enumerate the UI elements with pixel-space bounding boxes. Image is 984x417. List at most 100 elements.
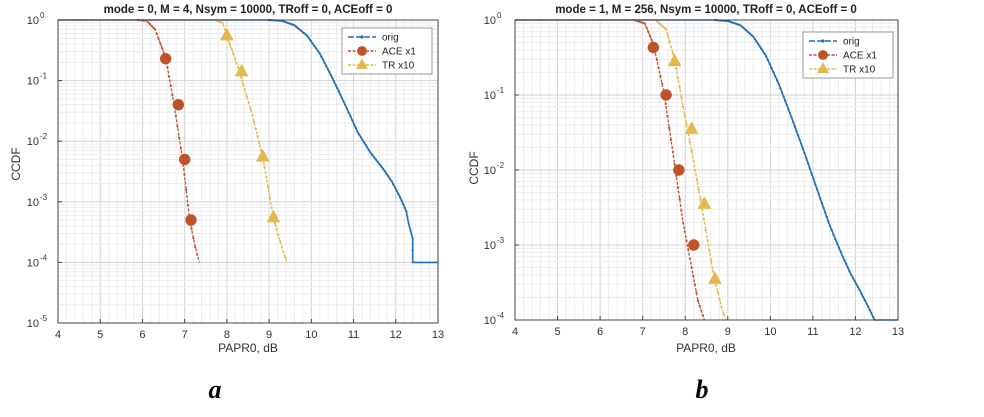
panel-a-series-tr-x10-point <box>232 52 235 55</box>
y-tick-label: 10 <box>484 165 496 177</box>
panel-a-series-tr-x10-point <box>233 57 236 60</box>
panel-b-series-orig-point <box>753 37 757 41</box>
panel-a-series-tr-x10-point <box>265 176 268 179</box>
panel-a-series-orig-point <box>334 83 337 86</box>
panel-b-series-ace-x1-marker <box>688 239 700 251</box>
panel-b-series-tr-x10-point <box>694 169 697 172</box>
panel-a-series-orig-point <box>359 136 363 139</box>
panel-b-series-ace-x1-point <box>696 299 700 302</box>
panel-a-series-orig-point <box>318 52 321 55</box>
panel-a-series-orig-point <box>371 153 374 156</box>
panel-a-series-orig-point <box>302 32 306 35</box>
panel-b-series-orig-point <box>834 237 837 241</box>
panel-a-series-tr-x10-point <box>247 101 250 104</box>
panel-a-series-ace-x1-point <box>179 147 182 150</box>
panel-b-series-orig-point <box>850 273 853 276</box>
panel-a-series-orig-point <box>354 127 358 130</box>
panel-a-series-orig-point <box>287 22 291 25</box>
panel-a-series-orig-point <box>329 73 332 77</box>
panel-b-series-orig-point <box>795 129 798 132</box>
panel-a-series-orig-point <box>349 115 352 118</box>
panel-b-series-orig-point <box>828 224 832 227</box>
panel-a-legend-orig-marker <box>360 35 364 39</box>
panel-a-series-orig-point <box>395 189 398 192</box>
panel-b-series-orig-point <box>790 116 793 119</box>
panel-b-series-tr-x10-point <box>683 114 686 117</box>
panel-a-series-tr-x10-marker <box>234 63 249 77</box>
y-tick-exponent: 0 <box>497 11 502 20</box>
panel-a-series-orig-point <box>321 58 325 61</box>
panel-a-series-orig-point <box>313 44 316 47</box>
panel-b-series-tr-x10-point <box>678 86 681 89</box>
panel-b-series-ace-x1-point <box>688 257 692 260</box>
panel-a-series-orig-point <box>385 172 388 175</box>
panel-a-series-orig-point <box>369 151 372 154</box>
panel-a-series-tr-x10-point <box>258 141 261 145</box>
y-tick-label: 10 <box>484 240 496 252</box>
panel-b-series-tr-x10-point <box>666 34 669 37</box>
x-tick-label: 10 <box>764 326 776 338</box>
panel-a-x-ticks: 4 5 6 7 8 9 10 11 12 13 <box>55 319 444 341</box>
panel-a-series-orig-point <box>315 47 318 50</box>
panel-a-series-ace-x1-point <box>196 253 199 256</box>
panel-b-series-orig-point <box>785 103 788 107</box>
panel-a-series-orig-point <box>393 186 397 189</box>
panel-a-series-tr-x10-point <box>221 21 224 24</box>
panel-b-series-orig-point <box>816 188 819 191</box>
panel-a-series-ace-x1-point <box>185 188 188 191</box>
panel-a-series-orig-point <box>364 143 367 147</box>
panel-a-series-orig-point <box>345 107 349 110</box>
panel-a-series-ace-x1-point <box>174 114 177 117</box>
panel-b-series-tr-x10-marker <box>697 196 712 209</box>
panel-b-series-orig-point <box>805 156 808 160</box>
panel-b-series-tr-x10-point <box>688 140 692 144</box>
panel-b-series-orig-point <box>814 183 817 186</box>
panel-a-y-axis-label: CCDF <box>9 147 23 180</box>
panel-b-series-orig-point <box>760 47 763 50</box>
panel-a-series-orig-point <box>304 33 307 36</box>
panel-b-series-orig-point <box>796 134 800 137</box>
panel-b-series-orig-point <box>817 192 820 196</box>
panel-b-series-ace-x1-point <box>638 20 641 23</box>
panel-a-series-orig-point <box>328 70 331 74</box>
panel-b-series-orig-point <box>827 220 830 223</box>
panel-a-series-orig-point <box>388 177 391 180</box>
panel-b-series-ace-x1-point <box>693 283 696 286</box>
panel-b-series-orig-point <box>858 289 861 292</box>
panel-b-series-tr-x10-point <box>685 123 688 126</box>
panel-a-series-orig-point <box>309 39 312 42</box>
x-tick-label: 6 <box>139 329 145 341</box>
panel-a-series-ace-x1-point <box>167 75 171 78</box>
panel-b-series-orig-point <box>798 138 801 141</box>
panel-b-series-ace-x1-point <box>655 58 658 62</box>
panel-b-series-ace-x1-point <box>676 186 680 189</box>
panel-a-series-ace-x1-point <box>159 42 162 45</box>
y-tick-label: 10 <box>27 76 39 88</box>
panel-b-series-ace-x1-point <box>647 30 650 33</box>
panel-b-series-tr-x10-point <box>668 40 671 43</box>
panel-b-series-orig-point <box>743 27 746 30</box>
x-tick-label: 8 <box>682 326 688 338</box>
panel-b-series-ace-x1-marker <box>673 164 685 176</box>
x-tick-label: 4 <box>55 329 61 341</box>
panel-b-series-orig-point <box>822 206 825 209</box>
panel-a-series-orig-point <box>340 96 344 100</box>
panel-b-series-orig-point <box>772 70 775 74</box>
panel-a-series-ace-x1-marker <box>178 153 191 166</box>
panel-a-series-tr-x10-point <box>275 228 278 231</box>
panel-b-series-orig-point <box>793 125 796 128</box>
panel-b-series-orig-point <box>779 87 782 90</box>
panel-a-series-tr-x10-point <box>243 89 247 92</box>
panel-b-series-tr-x10-point <box>671 52 674 55</box>
panel-a-series-orig-point <box>296 26 299 29</box>
panel-b-series-orig-point <box>806 162 810 165</box>
panel-b-series-orig-point <box>744 29 748 32</box>
panel-a-series-orig-point <box>411 237 414 240</box>
panel-b-series-tr-x10-point <box>695 178 699 182</box>
panel-a: mode = 0, M = 4, Nsym = 10000, TRoff = 0… <box>9 4 444 404</box>
panel-a-series-orig-point <box>356 131 359 134</box>
panel-b-legend-ace-x1-label: ACE x1 <box>843 51 877 62</box>
y-tick-exponent: -2 <box>40 132 48 141</box>
panel-b-series-orig-point <box>860 292 863 295</box>
